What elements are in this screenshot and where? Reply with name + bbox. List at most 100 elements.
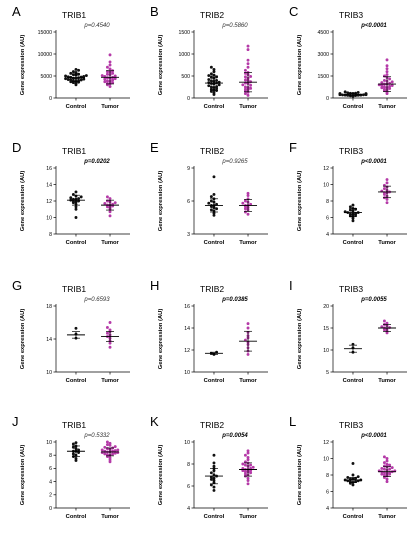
data-point-tumor [246,62,250,66]
data-point-tumor [108,63,112,67]
data-point-tumor [246,451,250,455]
y-tick-label: 9 [187,166,190,172]
data-point-control [82,77,86,81]
data-point-tumor [385,67,389,71]
data-point-control [209,89,213,93]
data-point-control [209,85,213,89]
data-point-tumor [246,458,250,462]
data-point-tumor [113,449,117,453]
y-tick-label: 12 [184,348,190,354]
panel-letter: L [289,414,296,429]
data-point-tumor [246,476,250,480]
data-point-tumor [100,74,104,78]
data-point-tumor [241,462,245,466]
p-value: p<0.0001 [360,23,387,29]
chart-panel-i: I TRIB3 p=0.0055 5 10 15 20 Gene expression (AU… [289,278,407,384]
data-point-tumor [113,445,117,449]
data-point-control [212,488,216,492]
y-tick-label: 8 [326,473,329,479]
y-tick-label: 500 [181,74,190,80]
chart-panel-j: J TRIB1 p=0.5332 0 2 4 6 8 10 Gene expression (AU… [12,414,130,520]
x-category-label: Tumor [101,378,119,384]
data-point-control [79,78,83,82]
data-point-tumor [385,462,389,466]
data-point-tumor [246,322,250,326]
data-point-control [64,74,68,78]
y-tick-label: 14 [184,326,190,332]
data-point-tumor [243,472,247,476]
panel-title: TRIB3 [339,284,363,294]
data-point-control [209,471,213,475]
panel-letter: K [150,414,159,429]
data-point-tumor [243,470,247,474]
data-point-tumor [108,210,112,214]
y-tick-label: 8 [49,453,52,459]
y-tick-label: 16 [46,166,52,172]
data-point-control [209,75,213,79]
data-point-tumor [243,207,247,211]
data-point-tumor [108,197,112,200]
data-point-tumor [382,461,386,465]
data-point-tumor [388,84,392,88]
y-axis-label: Gene expression (AU) [297,35,303,96]
panel-letter: B [150,4,159,19]
y-tick-label: 10 [323,348,329,354]
data-point-tumor [246,194,250,197]
data-point-tumor [385,457,389,460]
data-point-tumor [390,80,394,84]
data-point-control [346,91,350,95]
data-point-tumor [111,78,115,82]
y-tick-label: 10 [323,182,329,188]
data-point-control [212,70,216,74]
y-tick-label: 0 [49,506,52,512]
y-tick-label: 6 [326,215,329,221]
data-point-tumor [385,181,389,185]
data-point-tumor [108,345,112,349]
x-category-label: Tumor [239,378,257,384]
data-point-control [212,67,216,71]
p-value: p=0.0054 [221,433,248,439]
p-value: p=0.0385 [221,297,248,303]
x-category-label: Control [343,240,364,246]
data-point-tumor [108,85,112,89]
data-point-control [351,462,355,465]
data-point-tumor [111,81,115,85]
data-point-tumor [103,452,107,456]
data-point-control [351,473,355,477]
chart-panel-f: F TRIB3 p<0.0001 4 6 8 10 12 Gene expression (AU… [289,140,407,246]
y-axis-label: Gene expression (AU) [20,309,26,370]
data-point-tumor [249,83,253,87]
data-point-tumor [108,341,112,345]
x-category-label: Control [343,514,364,520]
data-point-tumor [382,467,386,471]
data-point-tumor [382,87,386,91]
data-point-tumor [385,480,389,484]
p-value: p=0.0202 [83,159,110,165]
x-category-label: Tumor [101,514,119,520]
data-point-tumor [385,178,389,181]
data-point-tumor [105,65,109,69]
data-point-control [212,211,216,215]
data-point-control [212,485,216,489]
data-point-control [66,78,70,81]
data-point-control [74,326,78,330]
y-tick-label: 10 [46,440,52,446]
data-point-tumor [108,214,112,218]
data-point-control [69,196,73,200]
data-point-control [74,82,78,85]
data-point-control [74,190,78,194]
data-point-control [77,448,81,452]
data-point-tumor [246,212,250,216]
data-point-tumor [249,463,253,467]
data-point-control [82,74,86,78]
y-tick-label: 20 [323,304,329,310]
y-tick-label: 1500 [317,74,329,80]
data-point-tumor [246,352,250,356]
data-point-tumor [385,477,389,481]
data-point-tumor [246,482,250,486]
data-point-tumor [241,201,245,205]
data-point-tumor [246,48,250,52]
data-point-control [77,451,81,455]
x-category-label: Tumor [378,378,396,384]
